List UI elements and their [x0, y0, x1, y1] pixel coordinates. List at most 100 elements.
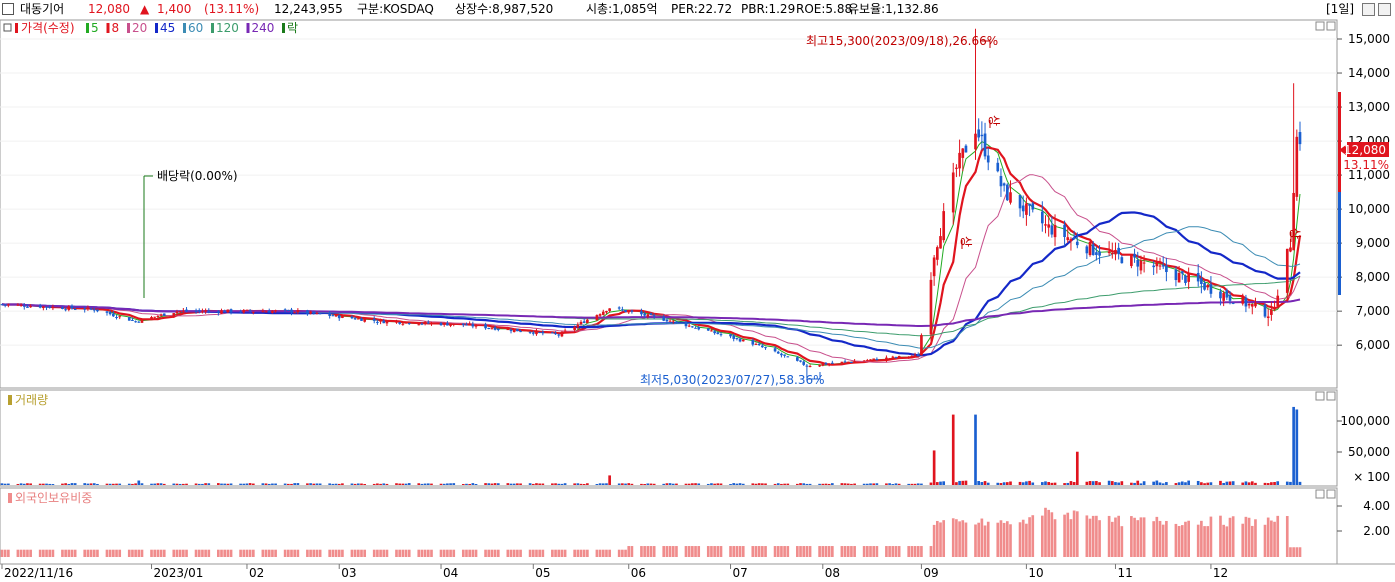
x-tick-label: 07: [733, 566, 748, 579]
svg-text:상: 상: [1288, 228, 1302, 239]
foreign-bar: [1009, 524, 1012, 557]
foreign-bar: [3, 549, 7, 557]
period-label[interactable]: [1일]: [1326, 2, 1355, 16]
foreign-bar: [662, 546, 666, 557]
foreign-bar: [353, 549, 357, 557]
panel-close-icon[interactable]: [1326, 21, 1336, 31]
candle: [474, 324, 478, 327]
foreign-bar: [894, 546, 898, 557]
candle: [140, 318, 144, 323]
foreign-bar: [907, 546, 911, 557]
candle: [197, 310, 201, 312]
foreign-bar: [105, 549, 109, 557]
foreign-bar: [576, 549, 580, 557]
foreign-bar: [929, 546, 933, 557]
candle: [640, 311, 643, 315]
panel-close-icon[interactable]: [1326, 391, 1336, 401]
candle: [541, 331, 545, 334]
maximize-icon[interactable]: [1378, 3, 1391, 16]
foreign-bar: [617, 549, 621, 557]
foreign-bar: [248, 549, 252, 557]
volume-bar: [595, 483, 599, 485]
foreign-bar: [118, 549, 122, 557]
candle: [38, 305, 42, 308]
candle: [595, 315, 599, 321]
stock-name[interactable]: 대동기어: [20, 2, 65, 16]
legend-ma240[interactable]: 240: [252, 21, 275, 35]
foreign-bar: [1098, 520, 1101, 557]
legend-box-icon[interactable]: [3, 23, 12, 32]
minimize-icon[interactable]: [1362, 3, 1375, 16]
foreign-bar: [115, 549, 118, 557]
foreign-bar: [226, 549, 230, 557]
foreign-bar: [719, 546, 723, 557]
candle: [773, 348, 777, 352]
foreign-bar: [551, 549, 554, 557]
candle: [1266, 316, 1270, 318]
select-checkbox[interactable]: [2, 3, 14, 15]
candle: [1110, 253, 1114, 255]
volume-bar: [1069, 481, 1073, 485]
foreign-bar: [1228, 517, 1232, 557]
volume-bar: [1021, 482, 1025, 485]
candle: [1209, 284, 1213, 294]
candle: [245, 309, 249, 311]
legend-swatch-price: [15, 23, 18, 33]
candle: [1028, 203, 1031, 206]
legend-ma5[interactable]: 5: [91, 21, 99, 35]
foreign-bar: [935, 520, 939, 557]
candle: [401, 323, 405, 325]
candle: [162, 313, 166, 316]
candle: [1139, 260, 1143, 271]
legend-extra[interactable]: 락: [287, 21, 298, 35]
panel-minimize-icon[interactable]: [1315, 21, 1325, 31]
volume-bar: [1289, 481, 1292, 485]
candle: [621, 309, 624, 311]
legend-ma45[interactable]: 45: [160, 21, 175, 35]
legend-ma120[interactable]: 120: [216, 21, 239, 35]
volume-bar: [1120, 481, 1124, 485]
volume-bar: [754, 483, 758, 485]
foreign-bar: [417, 549, 421, 557]
candle: [417, 324, 421, 326]
volume-bar: [831, 483, 834, 485]
candle: [652, 315, 656, 317]
panel-minimize-icon[interactable]: [1315, 489, 1325, 499]
foreign-bar: [586, 549, 589, 557]
foreign-bar: [713, 546, 716, 557]
foreign-bar: [1196, 524, 1200, 557]
volume-bar: [1072, 482, 1076, 485]
volume-bar: [134, 483, 137, 485]
volume-bar: [471, 483, 475, 485]
candle: [286, 309, 290, 311]
volume-bar: [461, 484, 465, 485]
candle: [958, 152, 961, 169]
candle: [331, 315, 335, 317]
foreign-bar: [207, 549, 211, 557]
volume-bar: [0, 483, 4, 485]
panel-minimize-icon[interactable]: [1315, 391, 1325, 401]
foreign-legend-swatch: [8, 493, 12, 503]
volume-bar: [929, 482, 933, 485]
volume-bar: [1063, 483, 1066, 485]
listed-shares: 상장수:8,987,520: [455, 2, 554, 16]
volume-bar: [315, 483, 319, 485]
candle: [29, 306, 32, 308]
volume-bar: [916, 483, 920, 485]
foreign-bar: [1136, 520, 1140, 557]
candle: [560, 331, 564, 337]
legend-ma8[interactable]: 8: [112, 21, 120, 35]
legend-ma20[interactable]: 20: [132, 21, 147, 35]
volume-bar: [1088, 481, 1092, 485]
foreign-bar: [951, 518, 955, 557]
foreign-bar: [245, 549, 249, 557]
candle: [729, 334, 732, 337]
legend-price[interactable]: 가격(수정): [21, 21, 75, 35]
volume-bar: [1025, 481, 1028, 485]
legend-ma60[interactable]: 60: [188, 21, 203, 35]
foreign-bar: [223, 549, 227, 557]
candle: [1130, 255, 1133, 267]
volume-bar: [662, 483, 666, 485]
panel-close-icon[interactable]: [1326, 489, 1336, 499]
foreign-bar: [691, 546, 694, 557]
